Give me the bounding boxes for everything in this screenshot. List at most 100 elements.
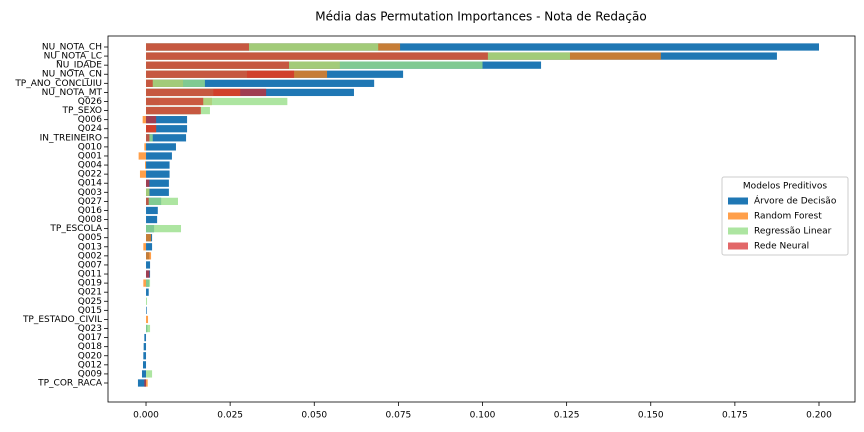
bar	[146, 252, 152, 260]
x-tick-label: 0.075	[386, 411, 412, 421]
y-tick-label: Q021	[78, 288, 102, 298]
bar	[146, 134, 150, 142]
bar	[146, 134, 187, 142]
legend-label: Árvore de Decisão	[754, 195, 837, 207]
x-tick-label: 0.125	[554, 411, 580, 421]
bar	[146, 97, 288, 106]
bar	[146, 88, 267, 97]
legend-label: Random Forest	[754, 212, 822, 222]
legend-box	[721, 176, 849, 256]
y-tick-label: Q026	[78, 97, 103, 107]
y-tick-label: Q023	[78, 324, 102, 334]
y-tick-label: Q008	[78, 215, 103, 225]
bar	[143, 352, 147, 360]
bar	[144, 379, 147, 387]
bar	[146, 52, 488, 60]
bar	[146, 197, 149, 206]
bar	[141, 370, 147, 378]
y-tick-label: NU_NOTA_CH	[42, 43, 102, 53]
bar	[146, 61, 290, 69]
bar	[146, 43, 249, 51]
bar	[146, 379, 148, 387]
y-tick-label: Q006	[78, 115, 103, 125]
bar	[143, 279, 147, 287]
y-tick-label: Q025	[78, 297, 102, 307]
bar	[146, 188, 169, 196]
legend-title: Modelos Preditivos	[743, 182, 827, 192]
bar	[146, 70, 295, 78]
bar	[146, 170, 170, 178]
bar	[142, 361, 147, 369]
bar	[146, 43, 379, 51]
y-tick-label: Q010	[78, 142, 103, 152]
bar	[146, 324, 151, 333]
bar	[146, 79, 153, 87]
bar	[144, 333, 147, 342]
x-tick-label: 0.150	[638, 411, 664, 421]
y-tick-label: TP_COR_RACA	[37, 379, 103, 389]
legend-swatch	[728, 227, 748, 235]
y-tick-label: Q003	[78, 188, 102, 198]
bar	[146, 306, 147, 314]
bar	[146, 288, 149, 296]
y-tick-label: Q011	[78, 270, 102, 280]
legend-label: Rede Neural	[754, 242, 809, 252]
bar	[146, 234, 152, 242]
bar	[146, 79, 205, 87]
bar	[146, 125, 188, 133]
bar	[146, 188, 150, 196]
y-tick-label: TP_ESTADO_CIVIL	[22, 315, 102, 325]
bar	[146, 161, 170, 169]
bar	[146, 315, 149, 324]
y-tick-label: Q016	[78, 206, 103, 216]
y-tick-label: Q005	[78, 233, 102, 243]
bar	[146, 43, 819, 51]
y-tick-label: NU_NOTA_MT	[42, 88, 103, 98]
bar	[143, 343, 147, 351]
bar	[143, 243, 147, 251]
y-tick-label: Q024	[78, 124, 103, 134]
x-tick-label: 0.200	[806, 411, 832, 421]
bar	[146, 79, 375, 87]
bar	[146, 97, 204, 106]
bar	[146, 116, 157, 124]
bar	[146, 297, 148, 305]
bar	[146, 243, 153, 251]
bar	[137, 379, 147, 387]
bar	[146, 270, 150, 278]
x-tick-label: 0.025	[217, 411, 243, 421]
y-tick-label: Q001	[78, 151, 102, 161]
legend-swatch	[728, 197, 748, 205]
bar	[146, 106, 201, 115]
bar	[146, 215, 158, 224]
bar	[146, 370, 153, 378]
y-tick-label: TP_SEXO	[62, 106, 103, 116]
bar	[146, 179, 150, 187]
y-tick-label: Q027	[78, 197, 102, 207]
y-tick-label: Q017	[78, 333, 102, 343]
y-tick-label: Q014	[78, 179, 103, 189]
bar	[146, 279, 151, 287]
plot-frame	[107, 35, 856, 403]
y-tick-label: NU_NOTA_CN	[42, 70, 102, 80]
y-tick-label: Q007	[78, 260, 102, 270]
y-tick-label: Q012	[78, 360, 102, 370]
bar	[146, 224, 182, 233]
y-tick-label: NU_IDADE	[56, 61, 102, 71]
y-tick-label: NU_NOTA_LC	[44, 52, 102, 62]
y-tick-label: Q019	[78, 279, 103, 289]
y-tick-label: Q015	[78, 306, 102, 316]
bar	[146, 61, 483, 69]
bar	[146, 152, 172, 160]
bar	[146, 261, 151, 269]
bar	[144, 143, 147, 151]
bar	[146, 125, 157, 133]
y-tick-label: TP_ESCOLA	[49, 224, 102, 234]
y-tick-label: Q009	[78, 369, 103, 379]
bar	[146, 206, 158, 215]
y-tick-label: IN_TREINEIRO	[40, 133, 102, 143]
chart-title: Média das Permutation Importances - Nota…	[315, 10, 646, 24]
x-tick-label: 0.175	[722, 411, 748, 421]
y-tick-label: Q022	[78, 170, 102, 180]
